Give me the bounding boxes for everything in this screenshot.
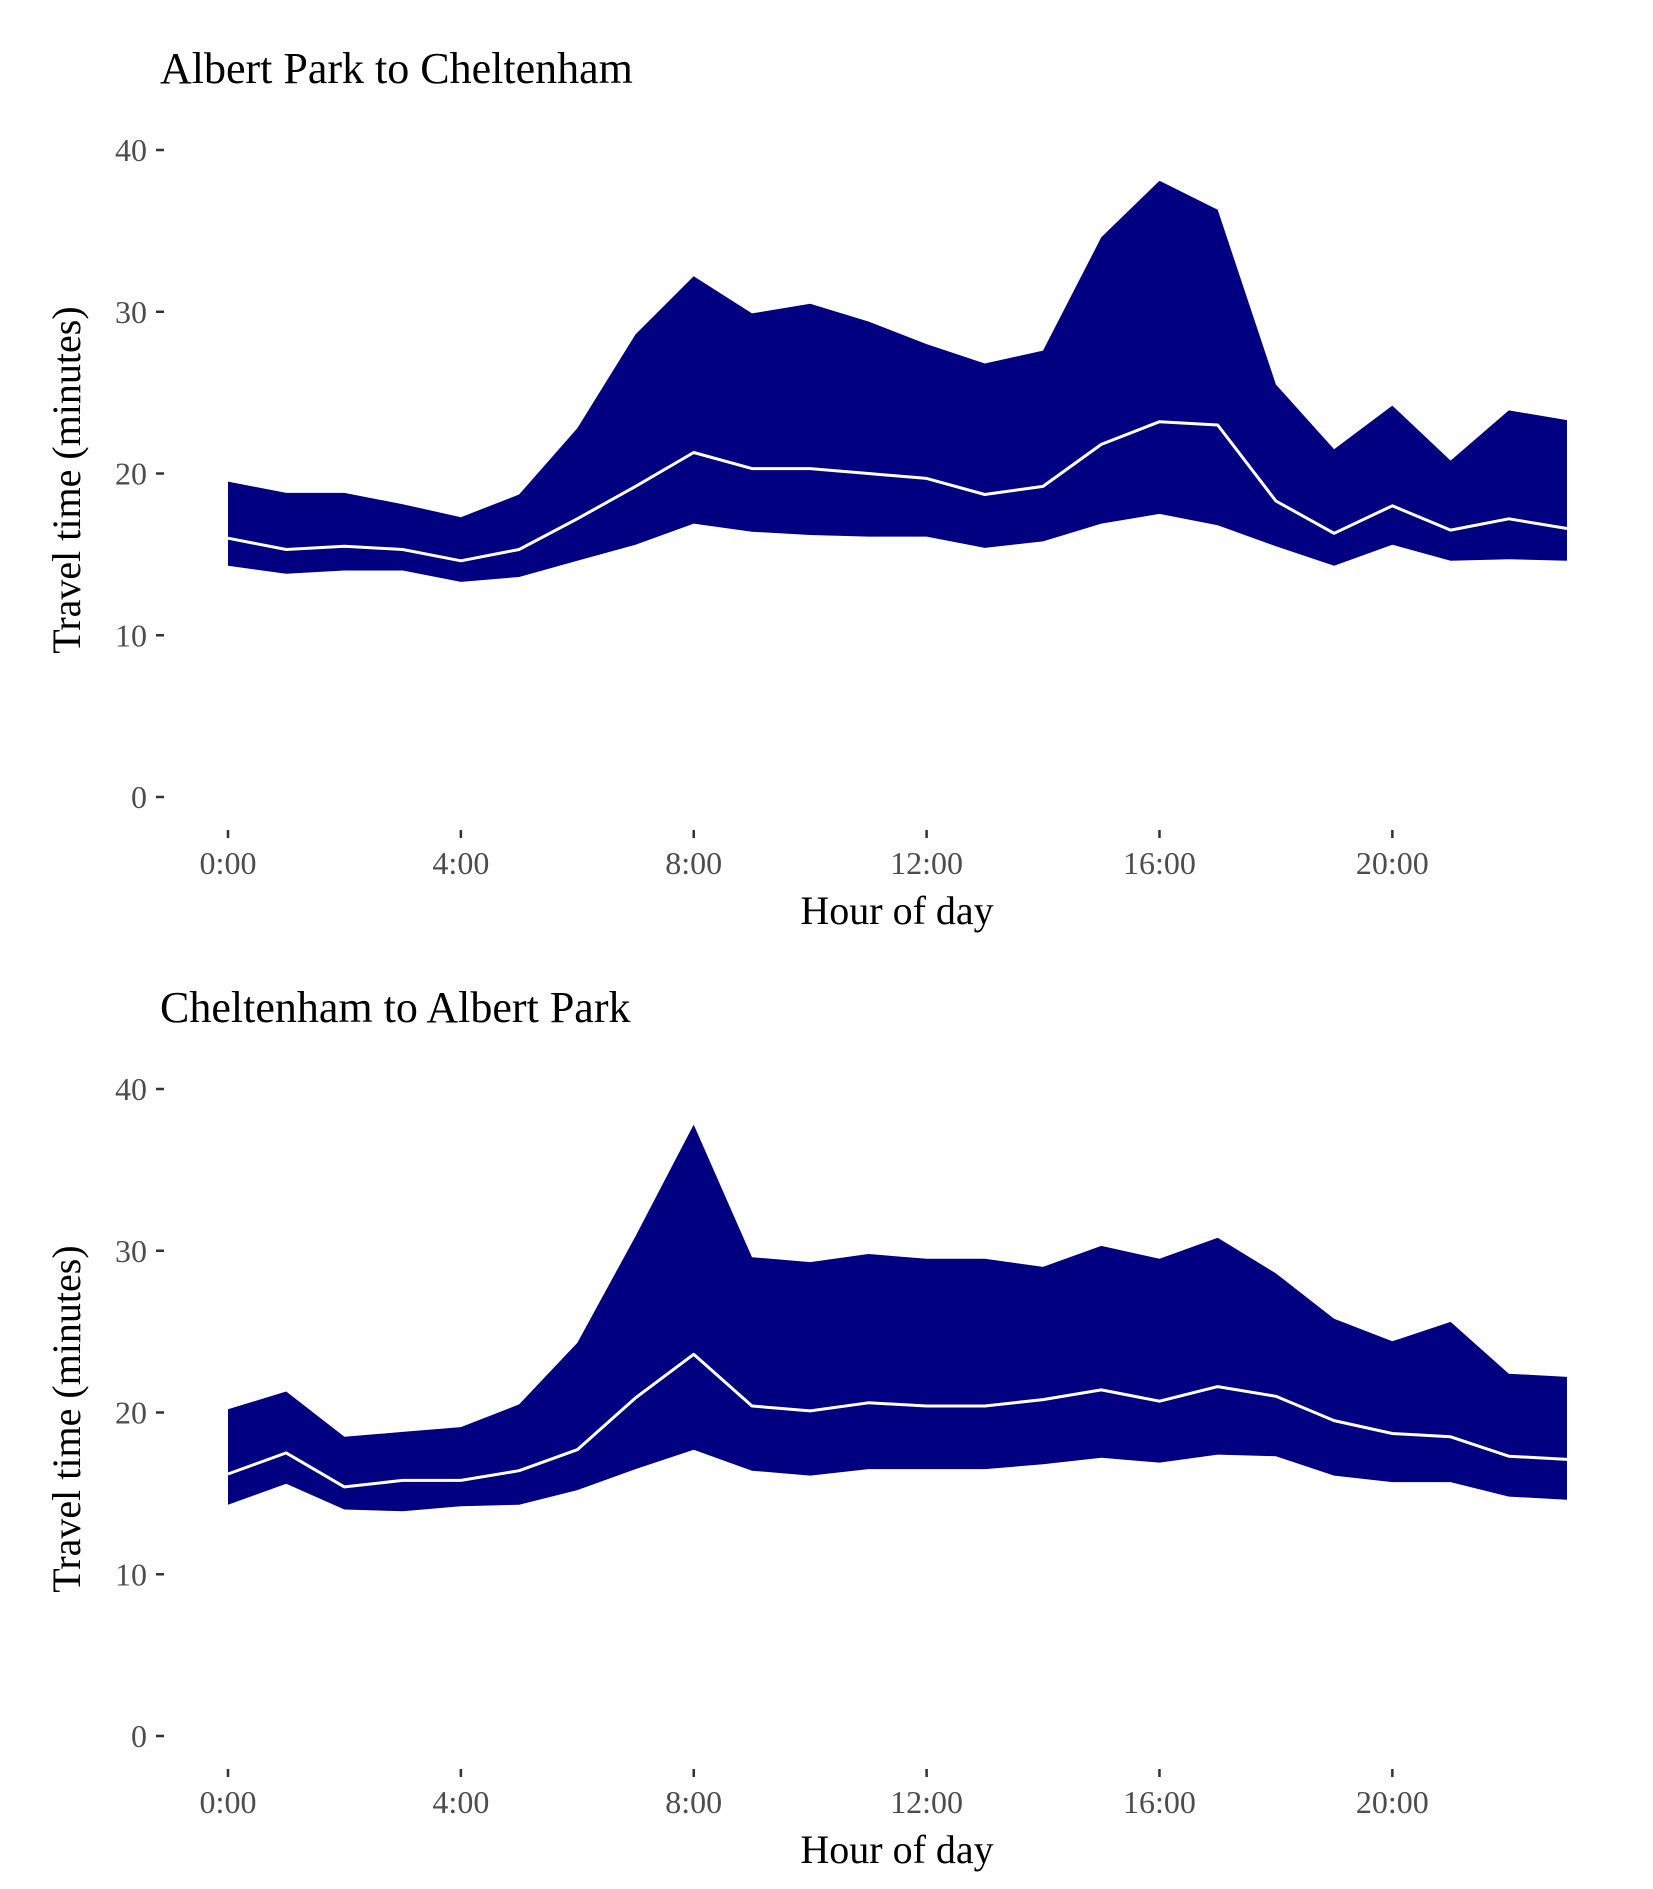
x-tick-label: 4:00 <box>432 845 489 881</box>
travel-time-band <box>228 1124 1567 1512</box>
travel-time-band <box>228 180 1567 582</box>
y-tick-label: 10 <box>115 1556 147 1592</box>
y-tick-label: 40 <box>115 1071 147 1107</box>
y-tick-label: 0 <box>131 1718 147 1754</box>
x-tick-label: 12:00 <box>890 845 963 881</box>
x-axis-title: Hour of day <box>800 1827 993 1872</box>
median-line <box>227 1352 1568 1489</box>
y-tick-label: 40 <box>115 132 147 168</box>
plot-area: 0 10 20 30 40 0:00 4:00 8:00 12:00 16:00 20:00 <box>115 1071 1568 1820</box>
x-tick-label: 8:00 <box>665 845 722 881</box>
y-tick-label: 30 <box>115 294 147 330</box>
x-tick-label: 4:00 <box>432 1784 489 1820</box>
y-tick-label: 20 <box>115 1395 147 1431</box>
x-tick-label: 0:00 <box>200 1784 257 1820</box>
panel-cheltenham-to-albert-park: Cheltenham to Albert Park Travel time (m… <box>44 983 1568 1872</box>
x-tick-label: 20:00 <box>1356 1784 1429 1820</box>
panel-albert-park-to-cheltenham: Albert Park to Cheltenham Travel time (m… <box>44 44 1568 933</box>
median-line <box>227 420 1568 563</box>
y-tick-label: 10 <box>115 617 147 653</box>
chart-title: Cheltenham to Albert Park <box>160 983 630 1032</box>
y-tick-label: 30 <box>115 1233 147 1269</box>
x-tick-label: 12:00 <box>890 1784 963 1820</box>
x-tick-label: 8:00 <box>665 1784 722 1820</box>
x-tick-label: 16:00 <box>1123 845 1196 881</box>
x-axis-title: Hour of day <box>800 888 993 933</box>
y-tick-label: 20 <box>115 456 147 492</box>
x-tick-label: 20:00 <box>1356 845 1429 881</box>
y-axis-title: Travel time (minutes) <box>44 1245 89 1592</box>
y-tick-label: 0 <box>131 779 147 815</box>
y-axis-title: Travel time (minutes) <box>44 306 89 653</box>
plot-area: 0 10 20 30 40 0:00 4:00 8:00 12:00 16:00 20:00 <box>115 132 1568 881</box>
x-tick-label: 0:00 <box>200 845 257 881</box>
x-tick-label: 16:00 <box>1123 1784 1196 1820</box>
chart-title: Albert Park to Cheltenham <box>160 44 633 93</box>
